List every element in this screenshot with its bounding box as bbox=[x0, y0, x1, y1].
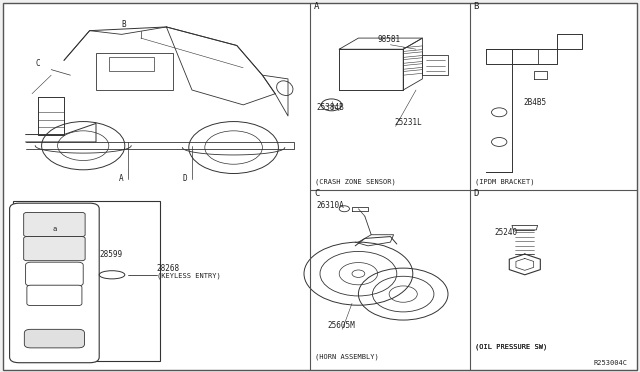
FancyBboxPatch shape bbox=[24, 329, 84, 348]
FancyBboxPatch shape bbox=[10, 203, 99, 363]
Text: B: B bbox=[474, 2, 479, 12]
Text: C: C bbox=[35, 59, 40, 68]
Text: 28268: 28268 bbox=[157, 264, 180, 273]
Text: 28599: 28599 bbox=[99, 250, 122, 259]
Text: (HORN ASSEMBLY): (HORN ASSEMBLY) bbox=[315, 354, 379, 360]
Text: B: B bbox=[122, 20, 126, 29]
Text: (KEYLESS ENTRY): (KEYLESS ENTRY) bbox=[157, 273, 221, 279]
FancyBboxPatch shape bbox=[27, 285, 82, 305]
Text: 25231L: 25231L bbox=[394, 118, 422, 127]
FancyBboxPatch shape bbox=[24, 237, 85, 261]
Text: R253004C: R253004C bbox=[593, 360, 627, 366]
FancyBboxPatch shape bbox=[26, 262, 83, 286]
Text: 25240: 25240 bbox=[495, 228, 518, 237]
Text: A: A bbox=[118, 174, 123, 183]
Text: 26310A: 26310A bbox=[316, 201, 344, 210]
Text: (OIL PRESSURE SW): (OIL PRESSURE SW) bbox=[475, 343, 547, 350]
Text: 2B4B5: 2B4B5 bbox=[524, 98, 547, 107]
Text: C: C bbox=[314, 189, 319, 198]
Text: D: D bbox=[182, 174, 187, 183]
Text: (OIL PRESSURE SW): (OIL PRESSURE SW) bbox=[475, 343, 547, 350]
Text: (IPDM BRACKET): (IPDM BRACKET) bbox=[475, 178, 534, 185]
Bar bbox=[96, 53, 173, 90]
Text: a: a bbox=[52, 226, 56, 232]
Text: 98581: 98581 bbox=[378, 35, 401, 44]
Text: (CRASH ZONE SENSOR): (CRASH ZONE SENSOR) bbox=[315, 178, 396, 185]
Text: A: A bbox=[314, 2, 319, 12]
Bar bbox=[109, 57, 154, 71]
Bar bbox=[13, 201, 160, 361]
Text: 25605M: 25605M bbox=[328, 321, 355, 330]
Text: D: D bbox=[474, 189, 479, 198]
FancyBboxPatch shape bbox=[24, 212, 85, 237]
Text: 25384B: 25384B bbox=[316, 103, 344, 112]
